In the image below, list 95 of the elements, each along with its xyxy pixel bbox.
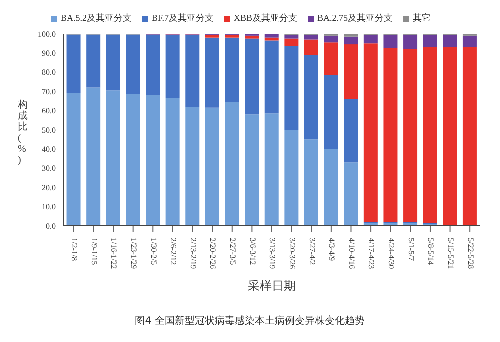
x-tick-label: 3/27-4/2 [308,238,317,266]
bar [324,42,338,76]
x-tick-label: 4/10-4/16 [347,238,356,270]
bar [166,35,180,98]
x-tick-label: 5/22-5/28 [466,238,476,270]
x-tick-label: 4/17-4/23 [367,238,376,270]
bar [245,114,260,226]
x-tick-label: 1/9-1/15 [90,238,99,266]
bar [384,34,398,48]
x-tick-label: 4/3-4/9 [328,238,337,262]
x-tick-label: 5/8-5/14 [426,238,436,266]
bar [344,44,358,100]
bar [304,55,318,140]
bar [344,36,358,45]
bar [126,94,140,226]
bar [284,38,299,46]
bar [205,34,220,38]
bar [344,162,358,226]
legend-label: XBB及其亚分支 [234,13,298,23]
y-tick-label: 80.0 [42,68,56,78]
x-tick-label: 1/30-2/5 [149,238,158,266]
x-axis-title: 采样日期 [247,278,297,295]
bar [225,38,240,102]
bar [324,75,338,150]
x-tick-label: 1/16-1/22 [110,238,119,270]
y-tick-label: 30.0 [42,164,56,174]
bar [462,36,477,48]
legend-label: BF.7及其亚分支 [152,13,214,23]
y-tick-label: 90.0 [42,49,56,58]
bar [86,34,101,88]
bar [384,48,398,222]
x-tick-label: 2/13-2/19 [188,238,198,270]
bar [304,34,318,40]
bar [324,149,338,226]
bar [364,44,378,222]
bar [443,34,458,48]
bar [364,34,378,44]
bar [264,34,279,38]
legend-label: BA.2.75及其亚分支 [318,13,394,23]
x-tick-label: 1/23-1/29 [129,238,139,270]
legend-label: 其它 [413,13,432,23]
bar [423,47,438,224]
bar [404,49,418,222]
y-tick-label: 10.0 [42,202,56,212]
bar [146,95,160,226]
bar [186,35,200,107]
x-tick-label: 5/1-5/7 [406,238,416,262]
y-tick-label: 60.0 [42,106,56,116]
x-tick-label: 5/15-5/21 [446,238,456,270]
x-tick-label: 3/20-3/26 [288,238,297,270]
bar [225,102,240,226]
bar [304,140,318,226]
bar [423,34,438,48]
x-tick-label: 3/6-3/12 [248,238,258,266]
x-tick-label: 1/2-1/8 [70,238,80,262]
bar [205,38,220,108]
bar [225,34,240,38]
bar [126,34,140,94]
bar [443,47,458,226]
bar [304,40,318,56]
bar [66,34,81,94]
bar [462,47,477,226]
bar [186,106,200,226]
bar [264,40,279,114]
x-tick-label: 3/13-3/19 [268,238,278,270]
bar [344,34,358,37]
bar [106,34,120,91]
bar [205,108,220,226]
y-tick-label: 20.0 [42,183,56,192]
y-tick-label: 100.0 [38,30,56,39]
bar [284,46,299,130]
bar [86,88,101,226]
bar [146,34,160,96]
x-tick-label: 2/6-2/12 [169,238,178,266]
bar [324,36,338,43]
bar [245,38,260,115]
y-tick-label: 50.0 [42,126,56,135]
caption: 图4 全国新型冠状病毒感染本土病例变异株变化趋势 [134,314,366,328]
bar [284,130,299,226]
bar [166,98,180,226]
x-tick-label: 2/20-2/26 [208,238,218,270]
bar [66,94,81,226]
legend-label: BA.5.2及其亚分支 [60,13,132,23]
bar [284,34,299,39]
y-tick-label: 70.0 [42,87,56,96]
bar [245,36,260,39]
x-tick-label: 2/27-3/5 [228,238,238,266]
bar [264,114,279,226]
bar [344,99,358,163]
bar [404,34,418,50]
bar [106,90,120,226]
y-tick-label: 40.0 [42,145,56,154]
y-axis-title: 构成比(%) [18,100,28,166]
y-tick-label: 0.0 [46,222,56,231]
x-tick-label: 4/24-4/30 [387,238,396,270]
